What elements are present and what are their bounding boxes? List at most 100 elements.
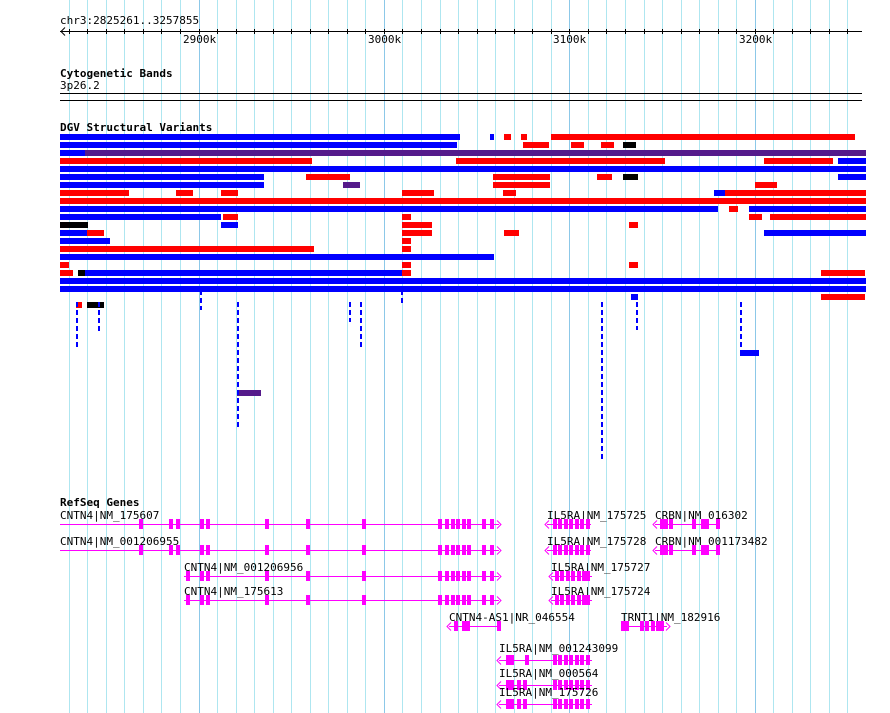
structural-variant-feature[interactable]	[755, 182, 777, 188]
structural-variant-feature[interactable]	[60, 190, 129, 196]
structural-variant-feature[interactable]	[764, 158, 833, 164]
structural-variant-feature[interactable]	[402, 246, 411, 252]
structural-variant-feature[interactable]	[402, 270, 411, 276]
structural-variant-stem[interactable]	[237, 302, 239, 430]
structural-variant-feature[interactable]	[629, 222, 638, 228]
gene-label[interactable]: IL5RA|NM_175727	[551, 561, 651, 574]
structural-variant-feature[interactable]	[223, 214, 238, 220]
structural-variant-feature[interactable]	[770, 214, 866, 220]
structural-variant-feature[interactable]	[87, 302, 104, 308]
structural-variant-feature[interactable]	[76, 302, 82, 308]
structural-variant-stem[interactable]	[636, 302, 638, 330]
structural-variant-feature[interactable]	[821, 270, 865, 276]
gene-label[interactable]: IL5RA|NM_175728	[547, 535, 647, 548]
structural-variant-feature[interactable]	[237, 390, 261, 396]
structural-variant-stem[interactable]	[401, 290, 403, 306]
gene-label[interactable]: CNTN4|NM_175613	[184, 585, 284, 598]
structural-variant-feature[interactable]	[521, 134, 527, 140]
structural-variant-feature[interactable]	[60, 174, 264, 180]
structural-variant-feature[interactable]	[343, 182, 360, 188]
structural-variant-feature[interactable]	[490, 134, 494, 140]
structural-variant-feature[interactable]	[838, 158, 866, 164]
structural-variant-feature[interactable]	[85, 270, 402, 276]
structural-variant-feature[interactable]	[821, 294, 865, 300]
structural-variant-feature[interactable]	[631, 294, 638, 300]
gene-label[interactable]: IL5RA|NM_001243099	[499, 642, 619, 655]
structural-variant-feature[interactable]	[623, 174, 638, 180]
structural-variant-feature[interactable]	[838, 174, 866, 180]
structural-variant-feature[interactable]	[60, 166, 866, 172]
structural-variant-feature[interactable]	[597, 174, 612, 180]
structural-variant-feature[interactable]	[504, 230, 519, 236]
structural-variant-feature[interactable]	[402, 190, 434, 196]
structural-variant-feature[interactable]	[571, 142, 584, 148]
gene-label[interactable]: TRNT1|NM_182916	[621, 611, 721, 624]
structural-variant-feature[interactable]	[402, 238, 411, 244]
structural-variant-feature[interactable]	[601, 142, 614, 148]
structural-variant-feature[interactable]	[523, 142, 549, 148]
structural-variant-feature[interactable]	[402, 230, 432, 236]
structural-variant-feature[interactable]	[78, 270, 85, 276]
structural-variant-feature[interactable]	[176, 190, 193, 196]
gene-label[interactable]: CNTN4|NM_001206955	[60, 535, 180, 548]
structural-variant-feature[interactable]	[725, 190, 866, 196]
structural-variant-feature[interactable]	[60, 150, 86, 156]
grid-line	[106, 0, 107, 713]
structural-variant-feature[interactable]	[60, 270, 73, 276]
structural-variant-feature[interactable]	[749, 214, 762, 220]
structural-variant-stem[interactable]	[200, 290, 202, 310]
gene-label[interactable]: IL5RA|NM_175726	[499, 686, 599, 699]
structural-variant-feature[interactable]	[551, 134, 855, 140]
structural-variant-feature[interactable]	[629, 262, 638, 268]
structural-variant-feature[interactable]	[60, 278, 866, 284]
scroll-left-arrow-icon[interactable]	[60, 27, 66, 36]
structural-variant-feature[interactable]	[60, 214, 221, 220]
structural-variant-feature[interactable]	[493, 174, 550, 180]
structural-variant-stem[interactable]	[98, 302, 100, 332]
structural-variant-feature[interactable]	[60, 206, 718, 212]
gene-label[interactable]: CRBN|NM_016302	[655, 509, 748, 522]
structural-variant-stem[interactable]	[740, 302, 742, 352]
structural-variant-feature[interactable]	[60, 254, 494, 260]
structural-variant-feature[interactable]	[764, 230, 866, 236]
structural-variant-feature[interactable]	[60, 286, 866, 292]
structural-variant-feature[interactable]	[60, 230, 88, 236]
structural-variant-feature[interactable]	[60, 222, 88, 228]
structural-variant-stem[interactable]	[601, 302, 603, 462]
structural-variant-feature[interactable]	[87, 230, 104, 236]
gene-label[interactable]: CNTN4|NM_001206956	[184, 561, 304, 574]
gene-label[interactable]: CNTN4-AS1|NR_046554	[449, 611, 575, 624]
structural-variant-feature[interactable]	[60, 262, 69, 268]
structural-variant-feature[interactable]	[221, 222, 238, 228]
structural-variant-feature[interactable]	[402, 214, 411, 220]
structural-variant-feature[interactable]	[740, 350, 759, 356]
gene-label[interactable]: CRBN|NM_001173482	[655, 535, 768, 548]
structural-variant-feature[interactable]	[729, 206, 738, 212]
structural-variant-stem[interactable]	[76, 302, 78, 348]
structural-variant-stem[interactable]	[360, 302, 362, 350]
structural-variant-feature[interactable]	[60, 158, 312, 164]
structural-variant-feature[interactable]	[60, 198, 866, 204]
structural-variant-feature[interactable]	[493, 182, 550, 188]
gene-label[interactable]: CNTN4|NM_175607	[60, 509, 160, 522]
structural-variant-feature[interactable]	[456, 158, 665, 164]
structural-variant-feature[interactable]	[503, 190, 516, 196]
structural-variant-feature[interactable]	[306, 174, 350, 180]
structural-variant-feature[interactable]	[60, 238, 110, 244]
ruler-axis[interactable]	[60, 31, 862, 32]
structural-variant-feature[interactable]	[60, 142, 457, 148]
structural-variant-feature[interactable]	[623, 142, 636, 148]
structural-variant-stem[interactable]	[349, 302, 351, 322]
gene-label[interactable]: IL5RA|NM_175724	[551, 585, 651, 598]
gene-label[interactable]: IL5RA|NM_000564	[499, 667, 599, 680]
gene-label[interactable]: IL5RA|NM_175725	[547, 509, 647, 522]
structural-variant-feature[interactable]	[221, 190, 238, 196]
structural-variant-feature[interactable]	[402, 262, 411, 268]
structural-variant-feature[interactable]	[402, 222, 432, 228]
structural-variant-feature[interactable]	[504, 134, 511, 140]
structural-variant-feature[interactable]	[749, 206, 866, 212]
structural-variant-feature[interactable]	[60, 182, 264, 188]
structural-variant-feature[interactable]	[85, 150, 866, 156]
structural-variant-feature[interactable]	[60, 246, 314, 252]
structural-variant-feature[interactable]	[60, 134, 460, 140]
